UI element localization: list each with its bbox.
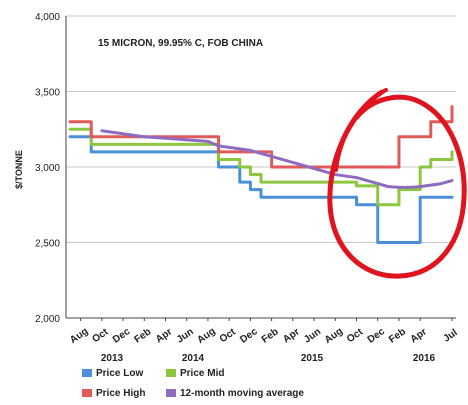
series-lines: [68, 105, 454, 244]
x-tick-label: Feb: [387, 326, 408, 345]
x-tick-label: Dec: [111, 326, 133, 346]
legend-swatch: [82, 369, 92, 377]
x-tick-label: Oct: [90, 326, 111, 345]
x-tick-label: Aug: [195, 326, 217, 346]
year-label: 2015: [301, 353, 324, 364]
legend-swatch: [82, 389, 92, 397]
x-tick-label: Jun: [302, 326, 323, 345]
y-tick-label: 2,000: [35, 314, 60, 325]
x-tick-label: Oct: [218, 326, 239, 345]
legend-swatch: [166, 369, 176, 377]
x-tick-label: Oct: [345, 326, 366, 345]
y-tick-label: 4,000: [35, 12, 60, 23]
legend: Price Low Price Mid Price High 12-month mov…: [82, 368, 304, 399]
annotation-circle-overlap: [334, 88, 388, 172]
series-line: [68, 135, 454, 244]
y-tick-label: 3,500: [35, 88, 60, 99]
chart-annotation: 15 MICRON, 99.95% C, FOB CHINA: [98, 38, 263, 49]
series-line: [68, 105, 454, 169]
legend-label: Price High: [96, 388, 145, 399]
hand-drawn-circle: [327, 88, 467, 279]
series-line: [68, 127, 454, 207]
legend-swatch: [166, 389, 176, 397]
axes: [65, 16, 456, 319]
x-tick-label: Aug: [323, 326, 345, 346]
year-labels: 2013 2014 2015 2016: [101, 353, 436, 364]
x-tick-label: Apr: [281, 326, 302, 345]
grid: [66, 15, 456, 243]
x-tick-label: Jul: [441, 327, 459, 344]
year-label: 2013: [101, 353, 124, 364]
x-tick-label: Apr: [409, 326, 430, 345]
y-tick-label: 2,500: [35, 239, 60, 250]
x-tick-label: Aug: [68, 326, 90, 346]
series-line: [100, 129, 454, 189]
legend-label: Price Mid: [180, 368, 224, 379]
y-tick-label: 3,000: [35, 163, 60, 174]
x-tick-label: Dec: [366, 326, 388, 346]
x-ticks: Aug Oct Dec Feb Apr Jun Aug Oct Dec Feb Apr Jun Aug O…: [68, 318, 460, 346]
x-tick-label: Jun: [175, 326, 196, 345]
y-axis-label: $/TONNE: [14, 150, 24, 189]
legend-label: 12-month moving average: [180, 388, 304, 399]
year-label: 2014: [182, 353, 205, 364]
x-tick-label: Feb: [132, 326, 153, 345]
x-tick-label: Feb: [260, 326, 281, 345]
legend-label: Price Low: [96, 368, 143, 379]
x-tick-label: Apr: [154, 326, 175, 345]
y-ticks: 2,000 2,500 3,000 3,500 4,000: [35, 12, 60, 325]
annotation-circle-stroke: [327, 89, 467, 279]
year-label: 2016: [413, 353, 436, 364]
x-tick-label: Dec: [238, 326, 260, 346]
